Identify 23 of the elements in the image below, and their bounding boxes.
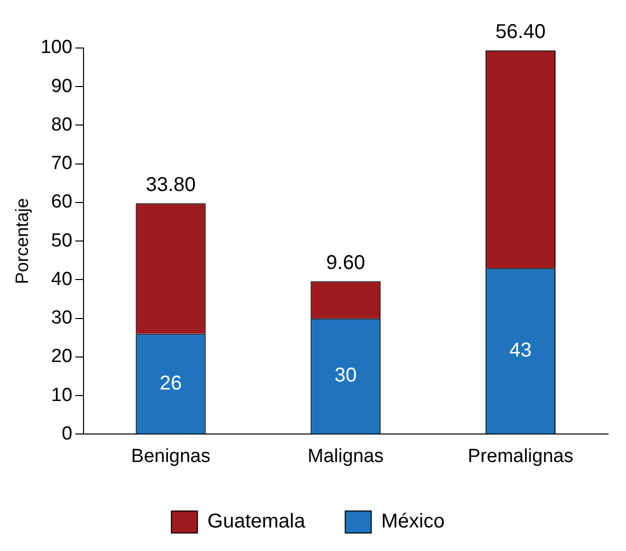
y-tick-label: 0 bbox=[62, 423, 72, 444]
legend-label: Guatemala bbox=[207, 510, 306, 533]
y-tick-label: 60 bbox=[51, 192, 72, 213]
data-label: 26 bbox=[160, 372, 182, 394]
data-label: 56.40 bbox=[496, 20, 546, 43]
y-tick-label: 80 bbox=[51, 114, 72, 136]
y-tick-label: 90 bbox=[51, 76, 72, 97]
y-tick-label: 20 bbox=[51, 346, 72, 368]
x-tick-label: Premalignas bbox=[468, 446, 574, 467]
y-axis-title: Porcentaje bbox=[12, 198, 32, 284]
y-tick-label: 70 bbox=[51, 153, 72, 174]
y-tick-label: 100 bbox=[40, 37, 72, 58]
data-label: 43 bbox=[509, 339, 532, 362]
y-tick-label: 40 bbox=[51, 268, 72, 290]
x-tick-label: Benignas bbox=[131, 446, 210, 467]
y-tick-label: 10 bbox=[51, 384, 72, 406]
data-label: 33.80 bbox=[146, 174, 196, 196]
data-label: 9.60 bbox=[326, 252, 366, 274]
y-tick-label: 50 bbox=[51, 230, 72, 252]
data-label: 30 bbox=[334, 364, 357, 387]
y-tick-label: 30 bbox=[51, 308, 72, 329]
x-tick-label: Malignas bbox=[308, 446, 384, 467]
legend-label: México bbox=[381, 510, 445, 533]
